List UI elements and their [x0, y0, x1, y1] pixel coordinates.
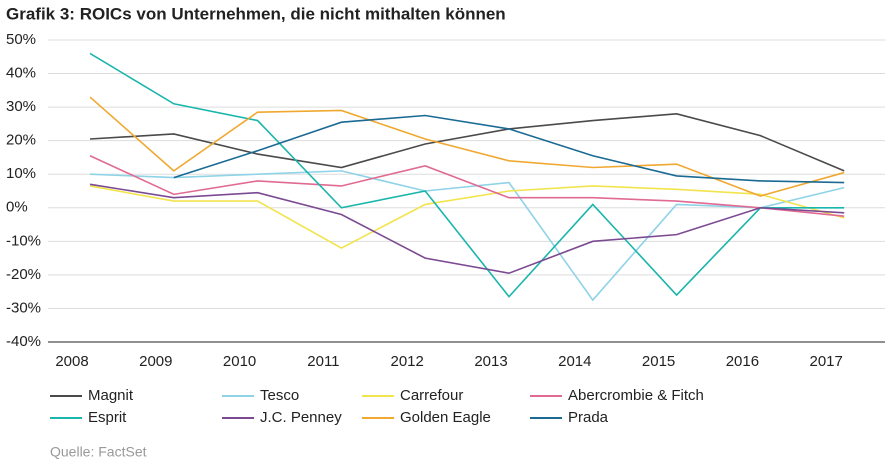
y-tick-label: 40%	[6, 65, 36, 82]
legend-label: J.C. Penney	[260, 409, 342, 426]
chart-title: Grafik 3: ROICs von Unternehmen, die nic…	[6, 4, 506, 23]
x-tick-label: 2014	[558, 353, 591, 370]
x-tick-label: 2010	[223, 353, 256, 370]
y-tick-label: 20%	[6, 132, 36, 149]
y-tick-label: -40%	[6, 333, 41, 350]
series-line	[173, 114, 845, 184]
legend-label: Magnit	[88, 387, 134, 404]
x-tick-label: 2011	[307, 353, 339, 370]
y-tick-label: -20%	[6, 266, 41, 283]
series-line	[89, 113, 845, 172]
y-tick-label: 30%	[6, 98, 36, 115]
series-line	[89, 155, 845, 217]
y-tick-label: -10%	[6, 232, 41, 249]
legend-label: Esprit	[88, 409, 127, 426]
legend-label: Carrefour	[400, 387, 463, 404]
series-line	[89, 170, 845, 302]
series-line	[89, 183, 845, 275]
x-tick-label: 2012	[391, 353, 424, 370]
y-tick-label: -30%	[6, 299, 41, 316]
x-tick-label: 2015	[642, 353, 675, 370]
legend-label: Prada	[568, 409, 609, 426]
x-tick-label: 2008	[55, 353, 88, 370]
x-tick-label: 2016	[726, 353, 759, 370]
series-line	[89, 185, 845, 249]
x-tick-label: 2017	[810, 353, 843, 370]
series-line	[89, 96, 845, 197]
legend-label: Abercrombie & Fitch	[568, 387, 704, 404]
source: Quelle: FactSet	[50, 444, 147, 460]
y-tick-label: 10%	[6, 165, 36, 182]
legend-label: Tesco	[260, 387, 299, 404]
legend-label: Golden Eagle	[400, 409, 491, 426]
y-tick-label: 0%	[6, 199, 28, 216]
x-tick-label: 2013	[474, 353, 507, 370]
y-tick-label: 50%	[6, 31, 36, 48]
x-tick-label: 2009	[139, 353, 172, 370]
series-line	[89, 52, 845, 298]
